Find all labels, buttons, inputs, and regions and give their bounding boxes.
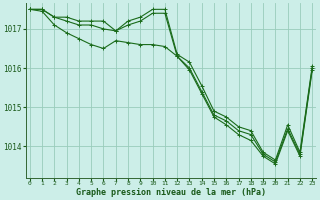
X-axis label: Graphe pression niveau de la mer (hPa): Graphe pression niveau de la mer (hPa)	[76, 188, 266, 197]
